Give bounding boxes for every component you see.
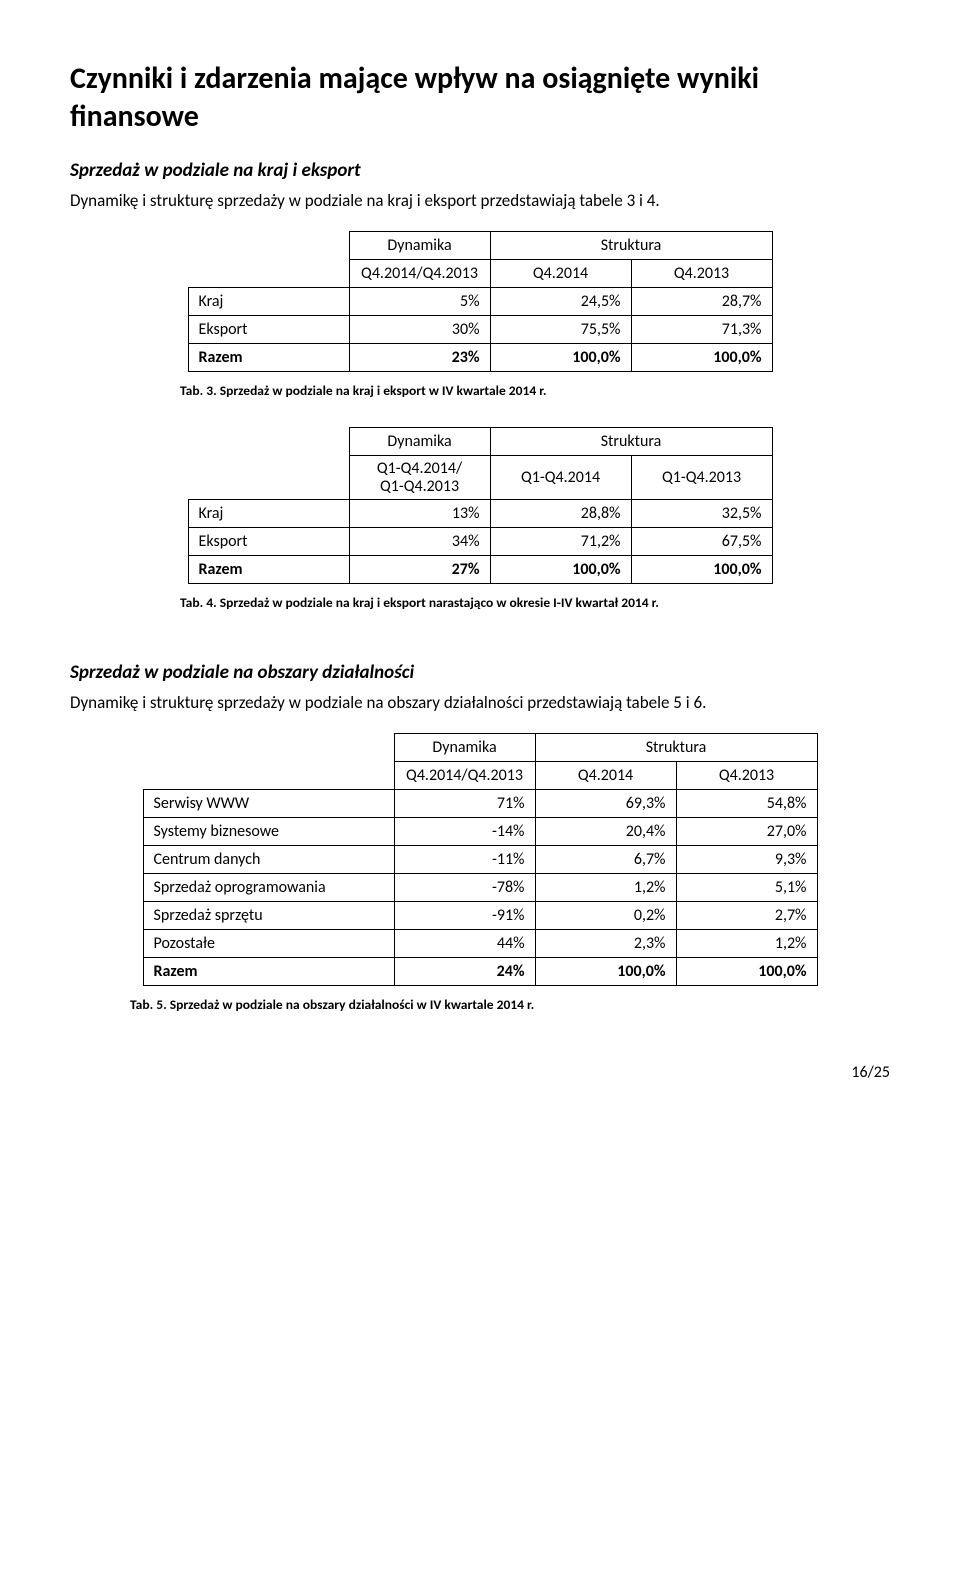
table-3: Dynamika Struktura Q4.2014/Q4.2013 Q4.20… [188, 231, 773, 372]
row-label: Kraj [188, 500, 349, 528]
row-dyn: -11% [394, 846, 535, 874]
table-head-struktura: Struktura [490, 427, 772, 455]
table-3-caption: Tab. 3. Sprzedaż w podziale na kraj i ek… [70, 382, 890, 399]
row-dyn: -14% [394, 818, 535, 846]
row-s1: 100,0% [535, 958, 676, 986]
table-col-dyn: Q4.2014/Q4.2013 [349, 259, 490, 287]
row-s2: 71,3% [631, 315, 772, 343]
row-s1: 100,0% [490, 343, 631, 371]
row-s2: 100,0% [631, 343, 772, 371]
table-5: Dynamika Struktura Q4.2014/Q4.2013 Q4.20… [143, 733, 818, 986]
table-row: Serwisy WWW 71% 69,3% 54,8% [143, 790, 817, 818]
table-col-s1: Q4.2014 [490, 259, 631, 287]
table-row: Centrum danych -11% 6,7% 9,3% [143, 846, 817, 874]
row-s2: 2,7% [676, 902, 817, 930]
row-s1: 24,5% [490, 287, 631, 315]
table-head-dynamika: Dynamika [349, 427, 490, 455]
row-dyn: 23% [349, 343, 490, 371]
table-row: Eksport 30% 75,5% 71,3% [188, 315, 772, 343]
row-s1: 20,4% [535, 818, 676, 846]
table-blank-corner [188, 427, 349, 499]
table-head-dynamika: Dynamika [394, 734, 535, 762]
row-s1: 28,8% [490, 500, 631, 528]
row-s1: 1,2% [535, 874, 676, 902]
table-row-total: Razem 24% 100,0% 100,0% [143, 958, 817, 986]
row-label: Sprzedaż oprogramowania [143, 874, 394, 902]
table-col-s2: Q4.2013 [631, 259, 772, 287]
row-label: Pozostałe [143, 930, 394, 958]
row-s1: 100,0% [490, 556, 631, 584]
row-label: Eksport [188, 315, 349, 343]
col-dyn-line2: Q1-Q4.2013 [380, 477, 459, 496]
row-s2: 67,5% [631, 528, 772, 556]
row-s1: 6,7% [535, 846, 676, 874]
section1-heading: Sprzedaż w podziale na kraj i eksport [70, 159, 890, 182]
table-4-caption: Tab. 4. Sprzedaż w podziale na kraj i ek… [70, 594, 890, 611]
row-s2: 9,3% [676, 846, 817, 874]
section1-intro: Dynamikę i strukturę sprzedaży w podzial… [70, 190, 890, 213]
row-label: Sprzedaż sprzętu [143, 902, 394, 930]
table-col-s1: Q1-Q4.2014 [490, 455, 631, 499]
row-dyn: -91% [394, 902, 535, 930]
row-s2: 27,0% [676, 818, 817, 846]
page-footer: 16/25 [70, 1063, 890, 1082]
row-label: Systemy biznesowe [143, 818, 394, 846]
row-dyn: 5% [349, 287, 490, 315]
section2-intro: Dynamikę i strukturę sprzedaży w podzial… [70, 692, 890, 715]
row-s1: 0,2% [535, 902, 676, 930]
row-dyn: 27% [349, 556, 490, 584]
table-row-total: Razem 23% 100,0% 100,0% [188, 343, 772, 371]
table-5-caption: Tab. 5. Sprzedaż w podziale na obszary d… [70, 996, 890, 1013]
row-label: Razem [143, 958, 394, 986]
row-dyn: 13% [349, 500, 490, 528]
table-row: Kraj 13% 28,8% 32,5% [188, 500, 772, 528]
row-s2: 100,0% [631, 556, 772, 584]
table-4: Dynamika Struktura Q1-Q4.2014/ Q1-Q4.201… [188, 427, 773, 584]
row-dyn: 71% [394, 790, 535, 818]
col-dyn-line1: Q1-Q4.2014/ [377, 459, 462, 478]
table-col-s2: Q4.2013 [676, 762, 817, 790]
row-dyn: 30% [349, 315, 490, 343]
row-s2: 54,8% [676, 790, 817, 818]
row-s2: 28,7% [631, 287, 772, 315]
row-s1: 75,5% [490, 315, 631, 343]
table-blank-corner [143, 734, 394, 790]
table-row: Sprzedaż oprogramowania -78% 1,2% 5,1% [143, 874, 817, 902]
row-label: Eksport [188, 528, 349, 556]
table-col-dyn: Q4.2014/Q4.2013 [394, 762, 535, 790]
row-label: Razem [188, 343, 349, 371]
row-s2: 5,1% [676, 874, 817, 902]
row-dyn: 44% [394, 930, 535, 958]
row-dyn: 24% [394, 958, 535, 986]
row-label: Centrum danych [143, 846, 394, 874]
row-label: Kraj [188, 287, 349, 315]
row-dyn: -78% [394, 874, 535, 902]
row-label: Serwisy WWW [143, 790, 394, 818]
table-head-struktura: Struktura [490, 231, 772, 259]
page-title: Czynniki i zdarzenia mające wpływ na osi… [70, 60, 890, 135]
table-row: Kraj 5% 24,5% 28,7% [188, 287, 772, 315]
row-s2: 100,0% [676, 958, 817, 986]
table-row-total: Razem 27% 100,0% 100,0% [188, 556, 772, 584]
table-row: Sprzedaż sprzętu -91% 0,2% 2,7% [143, 902, 817, 930]
section2-heading: Sprzedaż w podziale na obszary działalno… [70, 661, 890, 684]
table-head-struktura: Struktura [535, 734, 817, 762]
row-dyn: 34% [349, 528, 490, 556]
row-s2: 32,5% [631, 500, 772, 528]
row-s2: 1,2% [676, 930, 817, 958]
table-row: Pozostałe 44% 2,3% 1,2% [143, 930, 817, 958]
row-s1: 71,2% [490, 528, 631, 556]
table-row: Eksport 34% 71,2% 67,5% [188, 528, 772, 556]
table-row: Systemy biznesowe -14% 20,4% 27,0% [143, 818, 817, 846]
row-s1: 2,3% [535, 930, 676, 958]
table-col-s2: Q1-Q4.2013 [631, 455, 772, 499]
table-col-dyn: Q1-Q4.2014/ Q1-Q4.2013 [349, 455, 490, 499]
row-s1: 69,3% [535, 790, 676, 818]
table-blank-corner [188, 231, 349, 287]
row-label: Razem [188, 556, 349, 584]
table-head-dynamika: Dynamika [349, 231, 490, 259]
table-col-s1: Q4.2014 [535, 762, 676, 790]
